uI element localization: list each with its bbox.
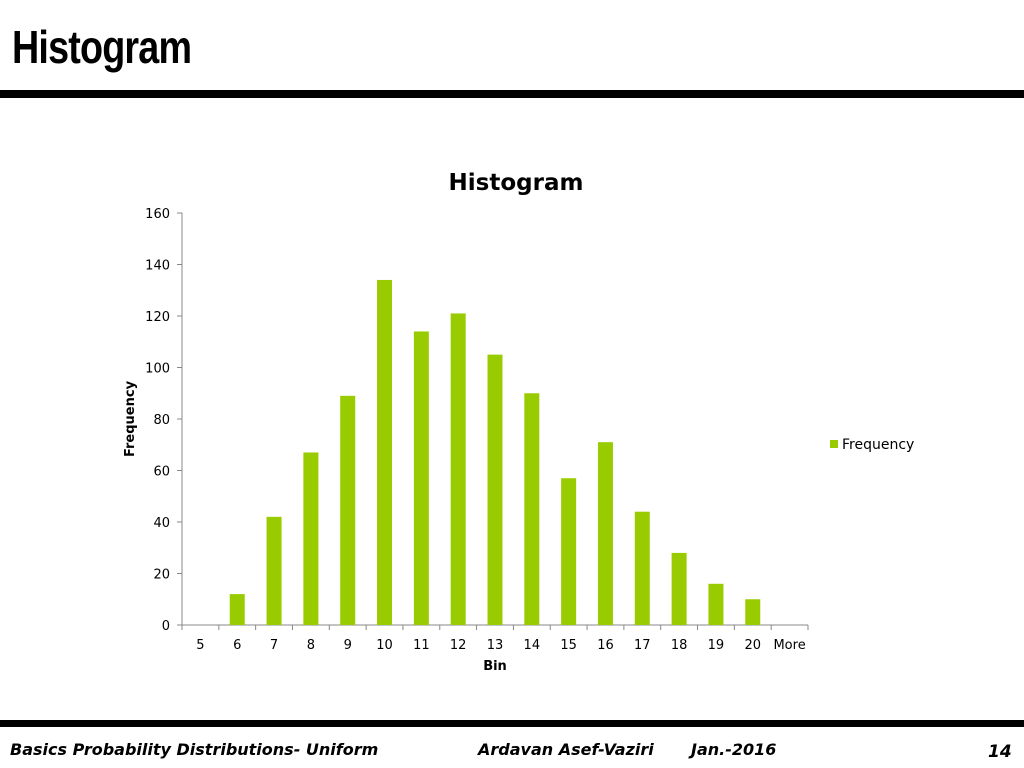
bar-7 <box>266 516 282 625</box>
y-tick-label: 160 <box>145 207 170 222</box>
y-tick-label: 80 <box>153 413 170 428</box>
x-tick-label: 7 <box>270 638 278 653</box>
x-tick-label: 15 <box>560 638 577 653</box>
x-axis-label: Bin <box>483 659 507 674</box>
footer-date: Jan.-2016 <box>691 740 777 759</box>
y-tick-label: 60 <box>153 465 170 480</box>
bar-8 <box>303 452 319 625</box>
bar-13 <box>487 354 503 625</box>
x-tick-label: 14 <box>524 638 541 653</box>
x-tick-label: 20 <box>744 638 761 653</box>
legend-swatch <box>830 440 838 448</box>
y-tick-label: 100 <box>145 362 170 377</box>
bar-17 <box>634 511 650 625</box>
x-tick-label: 13 <box>487 638 504 653</box>
legend-label: Frequency <box>842 437 914 453</box>
x-tick-label: 8 <box>307 638 315 653</box>
x-tick-label: 6 <box>233 638 241 653</box>
y-tick-label: 120 <box>145 310 170 325</box>
chart-title: Histogram <box>449 170 584 196</box>
y-tick-label: 0 <box>162 619 170 634</box>
bar-6 <box>229 594 245 625</box>
bar-19 <box>708 583 724 625</box>
x-tick-label: 11 <box>413 638 430 653</box>
bar-16 <box>597 442 613 625</box>
y-tick-label: 20 <box>153 568 170 583</box>
bar-14 <box>524 393 540 625</box>
bar-9 <box>340 395 356 625</box>
bar-group <box>229 279 761 625</box>
x-tick-label: 10 <box>376 638 393 653</box>
y-tick-label: 40 <box>153 516 170 531</box>
x-tick-label: 18 <box>671 638 688 653</box>
top-divider <box>0 90 1024 98</box>
x-tick-label: 9 <box>344 638 352 653</box>
y-tick-label: 140 <box>145 259 170 274</box>
x-tick-label: 16 <box>597 638 614 653</box>
bar-11 <box>413 331 429 625</box>
bar-18 <box>671 552 687 625</box>
footer-course-title: Basics Probability Distributions- Unifor… <box>10 740 379 759</box>
y-axis-label: Frequency <box>123 380 138 457</box>
x-tick-label: 17 <box>634 638 651 653</box>
bar-12 <box>450 313 466 625</box>
bar-20 <box>745 599 761 625</box>
bar-10 <box>377 279 393 625</box>
chart-axes: 0 20 40 60 80 100 120 140 160 5 6 7 8 9 10 11 12 13 14 15 16… <box>145 207 809 653</box>
page-number: 14 <box>988 742 1012 762</box>
x-tick-label: 5 <box>196 638 204 653</box>
footer-author: Ardavan Asef-Vaziri <box>478 740 654 759</box>
slide-title: Histogram <box>12 21 192 73</box>
bar-15 <box>561 478 577 625</box>
bottom-divider <box>0 720 1024 727</box>
legend: Frequency <box>830 437 914 453</box>
x-tick-label: 12 <box>450 638 467 653</box>
x-tick-label: 19 <box>708 638 725 653</box>
x-tick-label: More <box>773 638 805 653</box>
